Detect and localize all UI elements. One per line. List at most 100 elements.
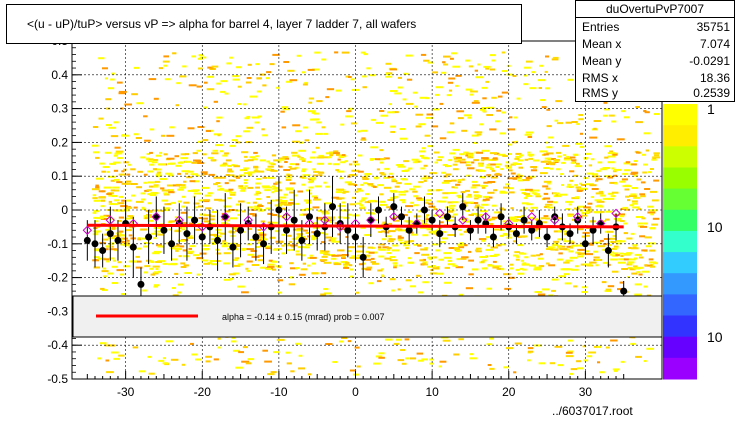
heat-cell [404,182,411,185]
heat-cell [652,199,659,202]
heat-cell [535,219,541,222]
heat-cell [213,358,219,361]
data-point [329,203,337,211]
heat-cell [442,164,448,166]
heat-cell [602,197,611,200]
heat-cell [92,194,97,197]
heat-cell [498,153,506,156]
heat-cell [642,171,647,174]
heat-cell [223,252,231,255]
heat-cell [568,203,572,206]
heat-cell [247,228,253,230]
heat-cell [332,163,340,166]
heat-cell [360,129,368,132]
heat-cell [255,186,260,189]
heat-cell [554,345,563,348]
heat-cell [463,230,468,233]
heat-cell [342,191,346,194]
heat-cell [118,90,127,93]
heat-cell [386,248,391,251]
heat-cell [474,131,483,134]
heat-cell [432,267,440,270]
heat-cell [203,106,208,109]
heat-cell [238,351,244,354]
heat-cell [557,364,564,367]
heat-cell [587,202,593,205]
heat-cell [232,259,239,261]
heat-cell [344,181,353,184]
heat-cell [264,360,272,363]
heat-cell [574,265,579,268]
heat-cell [246,270,251,272]
heat-cell [229,277,234,280]
heat-cell [209,218,215,221]
heat-cell [110,189,116,192]
heat-cell [197,57,203,60]
heat-cell [538,362,545,365]
heat-cell [391,249,399,252]
heat-cell [106,170,110,173]
heat-cell [468,273,474,276]
data-point [260,240,268,248]
heat-cell [102,166,110,168]
heat-cell [443,252,452,255]
heat-cell [483,219,491,222]
heat-cell [370,261,376,264]
heat-cell [460,191,466,194]
heat-cell [620,220,625,222]
heat-cell [393,219,400,222]
heat-cell [530,254,536,257]
heat-cell [559,193,567,196]
heat-cell [259,236,265,239]
heat-cell [428,205,435,208]
heat-cell [579,244,584,247]
heat-cell [458,228,462,231]
heat-cell [389,189,397,192]
heat-cell [118,354,125,357]
heat-cell [234,264,241,267]
heat-cell [474,249,479,252]
heat-cell [409,285,416,288]
heat-cell [267,165,274,168]
heat-cell [619,215,625,218]
heat-cell [516,174,523,177]
heat-cell [147,219,154,222]
heat-cell [388,172,393,175]
heat-cell [334,51,339,54]
heat-cell [307,110,316,113]
heat-cell [408,167,413,170]
heat-cell [283,61,290,63]
heat-cell [299,213,304,216]
heat-cell [512,75,517,77]
heat-cell [566,268,573,271]
stats-row-rms-x: RMS x 18.36 [582,71,730,85]
heat-cell [145,209,153,212]
heat-cell [387,111,395,114]
heat-cell [447,201,454,204]
heat-cell [235,209,240,212]
heat-cell [288,283,296,286]
heat-cell [569,256,578,259]
heat-cell [416,352,424,355]
heat-cell [566,245,573,248]
heat-cell [267,202,271,205]
heat-cell [229,217,238,220]
heat-cell [112,259,117,262]
heat-cell [187,252,193,255]
heat-cell [244,117,250,120]
heat-cell [261,185,270,188]
heat-cell [164,203,172,206]
heat-cell [207,156,214,159]
heat-cell [108,194,114,197]
heat-cell [92,197,98,200]
heat-cell [641,249,648,252]
heat-cell [457,244,465,247]
heat-cell [424,247,429,249]
heat-cell [539,64,544,67]
color-scale-label: 1 [707,101,715,117]
heat-cell [468,259,474,262]
heat-cell [247,173,253,176]
heat-cell [451,186,455,189]
heat-cell [220,80,228,83]
heat-cell [214,198,222,201]
